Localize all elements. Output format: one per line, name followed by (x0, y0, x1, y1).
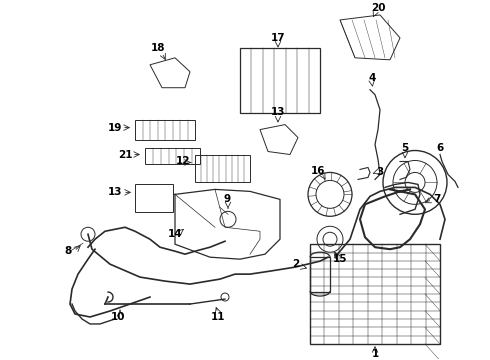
Text: 19: 19 (108, 123, 122, 132)
Bar (135, 120, 195, 140)
Text: 20: 20 (371, 3, 385, 13)
Bar (310, 244, 440, 344)
Text: 8: 8 (64, 246, 72, 256)
Text: 9: 9 (223, 194, 231, 204)
Text: 2: 2 (293, 259, 299, 269)
Text: 4: 4 (368, 73, 376, 83)
Bar (135, 184, 173, 212)
Text: 18: 18 (151, 43, 165, 53)
Text: 13: 13 (271, 107, 285, 117)
Bar (240, 48, 320, 113)
Text: 5: 5 (401, 143, 409, 153)
Text: 11: 11 (211, 312, 225, 322)
Text: 17: 17 (270, 33, 285, 43)
Text: 14: 14 (168, 229, 182, 239)
Text: 3: 3 (376, 167, 384, 177)
Text: 15: 15 (333, 254, 347, 264)
Bar (145, 148, 200, 165)
Text: 10: 10 (111, 312, 125, 322)
Text: 16: 16 (311, 166, 325, 176)
Bar (310, 257, 330, 292)
Text: 13: 13 (108, 188, 122, 197)
Text: 12: 12 (176, 157, 190, 166)
Text: 6: 6 (437, 143, 443, 153)
Text: 21: 21 (118, 149, 132, 159)
Text: 7: 7 (433, 194, 441, 204)
Bar (195, 154, 250, 183)
Text: 1: 1 (371, 349, 379, 359)
